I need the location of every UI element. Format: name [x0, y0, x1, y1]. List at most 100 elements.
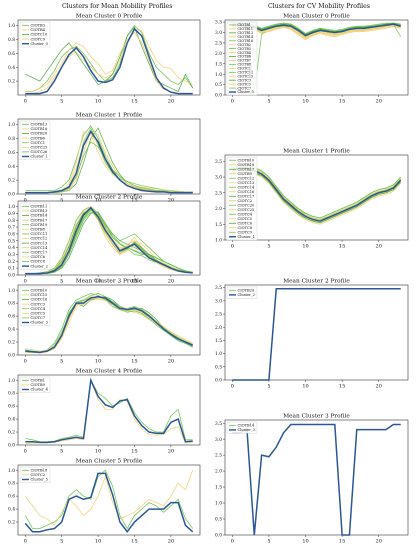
p6-xtick-label: 20	[376, 99, 382, 105]
p2-legend-label: CIOTC13	[31, 241, 49, 245]
p8-ytick-label: 0.5	[215, 365, 222, 370]
p5-xtick-label: 0	[24, 539, 27, 545]
p2-legend-label: CIOTC14	[31, 246, 49, 250]
p5-ytick-label: 0.6	[8, 495, 15, 500]
p7-legend-label: CIOTB10	[238, 158, 255, 162]
p7-ytick-label: 2.0	[215, 207, 222, 212]
p0-legend-label: Cluster_0	[31, 42, 49, 46]
p3-legend-label: CIOTB10	[31, 289, 48, 293]
p0-xtick-label: 15	[131, 99, 137, 105]
p6-series-CIOTB14	[232, 25, 401, 41]
p9-frame	[224, 419, 409, 536]
p8-frame	[224, 284, 409, 381]
p6-ytick-label: 0.5	[215, 83, 222, 88]
p2-legend-box	[19, 202, 51, 270]
p0-xtick-label: 10	[95, 99, 101, 105]
p0-series-CIOTB3	[25, 24, 194, 92]
p6-legend-label: CIOTC15	[238, 74, 254, 78]
p0-frame	[17, 19, 201, 96]
p4-ytick-label: 0.0	[8, 444, 15, 449]
p7-legend-label: CIOTC14	[238, 185, 256, 189]
p2-series-Cluster_2	[25, 206, 193, 275]
p6-ytick-label: 3.5	[215, 21, 222, 26]
p9-ytick-label: 2.0	[215, 470, 222, 475]
p7-legend-label: CIOTC9	[238, 230, 253, 234]
p9-ytick-label: 1.0	[215, 502, 222, 507]
p3-title: Mean Cluster 3 Profile	[76, 279, 143, 285]
p7-xtick-label: 5	[267, 244, 270, 250]
p3-legend-label: CIOTC16	[31, 298, 49, 302]
p1-legend-label: Cluster_1	[31, 155, 48, 159]
p7-legend-label: CIOTC13	[238, 181, 256, 185]
p1-ytick-label: 0.4	[8, 165, 15, 170]
p8-legend-label: CIOTB20	[238, 289, 255, 293]
p6-series-CIOTB3	[232, 22, 401, 34]
p2-ytick-label: 0.9	[8, 212, 15, 217]
p1-legend-label: CIOTC26	[31, 150, 49, 154]
p1-series-CIOTB13	[25, 125, 193, 194]
p7-ytick-label: 1.5	[215, 223, 222, 228]
p1-legend-label: CIOTB13	[31, 123, 48, 127]
p3-xtick-label: 10	[95, 359, 101, 365]
p8-xtick-label: 15	[339, 384, 345, 390]
p3-series-Cluster_3	[25, 295, 194, 354]
p2-legend-label: CIOTB14	[31, 214, 48, 218]
p6-legend-label: CIOTB4	[238, 51, 251, 55]
p2-ytick-label: 0.1	[8, 267, 15, 272]
p8-ytick-label: 2.5	[215, 313, 222, 318]
p7-series-CIOTC5	[232, 165, 401, 220]
p4-title: Mean Cluster 4 Profile	[76, 369, 143, 375]
p8-xtick-label: 10	[302, 384, 308, 390]
p2-legend-label: CIOTB17	[31, 218, 48, 222]
p2-xtick-label: 10	[95, 279, 101, 285]
p2-ytick-label: 0.3	[8, 253, 15, 258]
p4-frame	[17, 374, 201, 446]
p2-series-CIOTC14	[25, 207, 193, 275]
p3-xtick-label: 5	[60, 359, 63, 365]
p5-series-CIOTC2	[24, 470, 194, 526]
p7-legend-label: CIOTC17	[238, 194, 256, 198]
p6-legend-label: CIOTB8	[238, 63, 251, 67]
p2-ytick-label: 0.7	[8, 226, 15, 231]
p4-xtick-label: 5	[60, 449, 63, 455]
p2-legend-label: CIOTB8	[31, 228, 46, 232]
p1-series-CIOTB20	[25, 127, 193, 194]
p8-legend-box	[226, 286, 258, 299]
p3-legend-label: CIOTC15	[31, 293, 49, 297]
p1-legend-box	[19, 120, 51, 160]
p0-legend-label: CIOTC10	[31, 33, 49, 37]
p6-series-CIOTC1	[232, 24, 401, 38]
p7-legend-label: CIOTC8	[238, 226, 253, 230]
p1-xtick-label: 5	[60, 198, 63, 204]
p9-title: Mean Cluster 3 Profile	[283, 414, 350, 420]
p2-ytick-label: 0.4	[8, 246, 15, 251]
p5-legend-label: CIOTC2	[31, 473, 46, 477]
p3-series-CIOTC7	[25, 296, 193, 353]
p6-legend-label: CIOTB7	[238, 59, 251, 63]
p7-xtick-label: 10	[302, 244, 308, 250]
p6-legend-label: CIOTB14	[238, 35, 254, 39]
p7-xtick-label: 0	[231, 244, 234, 250]
p1-ytick-label: 1.0	[8, 123, 15, 128]
p7-ytick-label: 2.5	[215, 191, 222, 196]
p7-ytick-label: 3.5	[215, 160, 222, 165]
p1-legend-label: CIOTB20	[31, 132, 48, 136]
p5-xtick-label: 5	[60, 539, 63, 545]
p5-xtick-label: 20	[168, 539, 174, 545]
p2-ytick-label: 0.0	[8, 274, 15, 279]
p7-series-CIOTC25	[232, 170, 401, 225]
p2-legend-label: CIOTB13	[31, 209, 48, 213]
p6-legend-label: CIOTC11	[238, 71, 254, 75]
p0-series-CIOTB4	[25, 28, 193, 95]
p6-legend-label: CIOTC1	[238, 67, 252, 71]
p7-legend-label: Cluster_1	[238, 235, 255, 239]
p6-ytick-label: 2.0	[215, 52, 222, 57]
p6-ytick-label: 1.0	[215, 73, 222, 78]
p8-ytick-label: 1.5	[215, 339, 222, 344]
p2-legend-label: CIOTC12	[31, 237, 48, 241]
p2-title: Mean Cluster 2 Profile	[76, 195, 143, 201]
p8-series-CIOTB20	[232, 288, 401, 381]
p6-legend-label: CIOTB13	[238, 31, 254, 35]
p2-ytick-label: 0.2	[8, 260, 15, 265]
